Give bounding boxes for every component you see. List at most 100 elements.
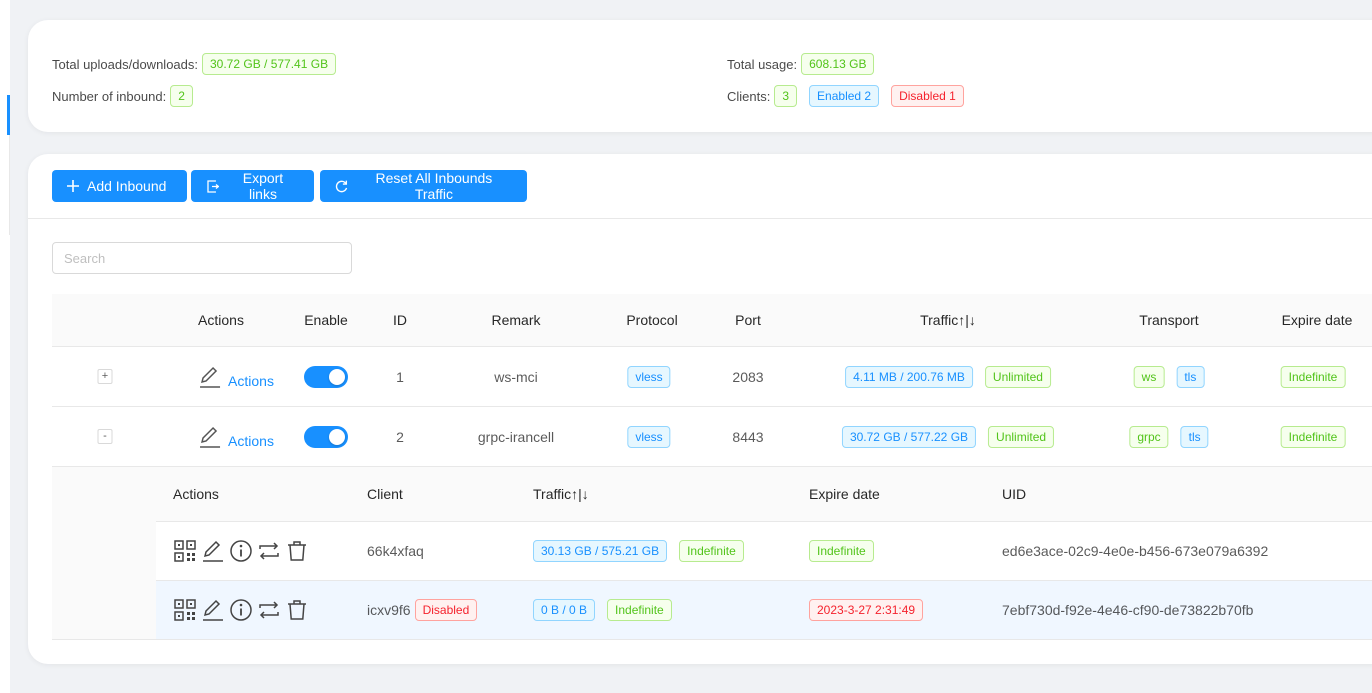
client-header-expire: Expire date	[809, 486, 880, 502]
usage-value-tag: 608.13 GB	[801, 53, 875, 75]
row-port: 8443	[732, 428, 764, 445]
transport-security-tag: tls	[1176, 365, 1205, 388]
client-traffic-expire-tag: Indefinite	[679, 540, 744, 562]
header-transport: Transport	[1139, 312, 1199, 328]
edit-icon	[200, 426, 221, 448]
info-icon[interactable]	[229, 539, 253, 563]
clients-count-tag: 3	[774, 85, 798, 107]
inbounds-card: Add Inbound Export links Reset All Inbou…	[28, 154, 1372, 664]
transport-network-tag: ws	[1133, 365, 1165, 388]
protocol-tag: vless	[627, 365, 671, 388]
stat-label: Number of inbound:	[52, 88, 167, 104]
reset-traffic-icon[interactable]	[257, 539, 281, 563]
traffic-tag: 30.72 GB / 577.22 GB	[841, 425, 977, 448]
row-port: 2083	[732, 368, 764, 385]
add-inbound-label: Add Inbound	[87, 178, 167, 194]
row-id: 1	[396, 368, 404, 385]
client-name: 66k4xfaq	[367, 543, 424, 559]
traffic-limit-tag: Unlimited	[988, 425, 1055, 448]
reset-traffic-icon[interactable]	[257, 598, 281, 622]
header-expire: Expire date	[1281, 312, 1353, 328]
stat-label: Total usage:	[727, 56, 798, 72]
edit-icon[interactable]	[201, 598, 225, 622]
edit-icon[interactable]	[201, 539, 225, 563]
expire-tag: Indefinite	[1280, 365, 1346, 388]
row-remark: ws-mci	[494, 368, 538, 385]
enable-toggle[interactable]	[304, 425, 348, 448]
client-expire-tag: 2023-3-27 2:31:49	[809, 599, 924, 621]
row-actions-menu[interactable]: Actions	[198, 425, 274, 449]
row-remark: grpc-irancell	[477, 428, 555, 445]
reset-traffic-button[interactable]: Reset All Inbounds Traffic	[320, 170, 527, 202]
stat-total-uploads: Total uploads/downloads: 30.72 GB / 577.…	[52, 53, 337, 75]
client-uid: ed6e3ace-02c9-4e0e-b456-673e079a6392	[1002, 543, 1269, 559]
search-input[interactable]	[52, 242, 352, 274]
transport-network-tag: grpc	[1129, 425, 1169, 448]
header-traffic: Traffic↑|↓	[920, 312, 976, 328]
delete-icon[interactable]	[285, 598, 309, 622]
expand-row-button[interactable]: +	[97, 369, 113, 384]
actions-label: Actions	[228, 432, 274, 449]
sidebar-active-indicator	[7, 95, 10, 135]
row-actions-menu[interactable]: Actions	[198, 365, 274, 389]
export-icon	[207, 179, 219, 193]
client-expire-tag: Indefinite	[809, 540, 874, 562]
row-id: 2	[396, 428, 404, 445]
header-protocol: Protocol	[626, 312, 678, 328]
client-header-uid: UID	[1002, 486, 1027, 502]
reload-icon	[335, 180, 348, 192]
expanded-clients-panel: Actions Client Traffic↑|↓ Expire date UI…	[52, 467, 1372, 640]
clients-table-header: Actions Client Traffic↑|↓ Expire date UI…	[156, 467, 1372, 522]
uploads-value-tag: 30.72 GB / 577.41 GB	[202, 53, 337, 75]
enable-toggle[interactable]	[304, 365, 348, 388]
actions-label: Actions	[228, 372, 274, 389]
header-remark: Remark	[491, 312, 541, 328]
table-row: + Actions 1 ws-mci vless 2083 4.11 MB / …	[52, 347, 1372, 407]
stat-clients: Clients: 3 Enabled 2 Disabled 1	[727, 85, 964, 107]
client-row: 66k4xfaq 30.13 GB / 575.21 GB Indefinite…	[156, 522, 1372, 581]
add-inbound-button[interactable]: Add Inbound	[52, 170, 187, 202]
traffic-tag: 4.11 MB / 200.76 MB	[845, 365, 973, 388]
plus-icon	[67, 180, 79, 192]
client-row: icxv9f6 Disabled 0 B / 0 B Indefinite 20…	[156, 581, 1372, 640]
client-traffic-tag: 0 B / 0 B	[533, 599, 596, 621]
client-header-client: Client	[367, 486, 403, 502]
client-header-actions: Actions	[173, 486, 219, 502]
header-enable: Enable	[304, 312, 348, 328]
qrcode-icon[interactable]	[173, 539, 197, 563]
clients-disabled-tag: Disabled 1	[891, 85, 964, 107]
qrcode-icon[interactable]	[173, 598, 197, 622]
inbound-count-tag: 2	[170, 85, 193, 107]
table-row: - Actions 2 grpc-irancell vless 8443 30.…	[52, 407, 1372, 467]
client-header-traffic: Traffic↑|↓	[533, 486, 589, 502]
reset-traffic-label: Reset All Inbounds Traffic	[375, 170, 493, 202]
client-disabled-tag: Disabled	[414, 599, 478, 621]
header-id: ID	[393, 312, 407, 328]
transport-security-tag: tls	[1180, 425, 1209, 448]
export-links-button[interactable]: Export links	[191, 170, 314, 202]
toolbar-divider	[28, 218, 1372, 219]
traffic-limit-tag: Unlimited	[984, 365, 1051, 388]
clients-enabled-tag: Enabled 2	[809, 85, 880, 107]
client-name: icxv9f6	[367, 602, 411, 618]
delete-icon[interactable]	[285, 539, 309, 563]
collapse-row-button[interactable]: -	[97, 429, 113, 444]
protocol-tag: vless	[627, 425, 671, 448]
stat-inbound-count: Number of inbound: 2	[52, 85, 193, 107]
client-traffic-tag: 30.13 GB / 575.21 GB	[533, 540, 668, 562]
header-actions: Actions	[198, 312, 244, 328]
client-uid: 7ebf730d-f92e-4e46-cf90-de73822b70fb	[1002, 602, 1254, 618]
export-links-label: Export links	[242, 170, 284, 202]
sidebar-strip	[0, 0, 10, 693]
stats-card: Total uploads/downloads: 30.72 GB / 577.…	[28, 20, 1372, 132]
stat-total-usage: Total usage: 608.13 GB	[727, 53, 875, 75]
edit-icon	[200, 366, 221, 388]
info-icon[interactable]	[229, 598, 253, 622]
stat-label: Clients:	[727, 88, 771, 104]
header-port: Port	[735, 312, 761, 328]
stat-label: Total uploads/downloads:	[52, 56, 198, 72]
client-name-cell: icxv9f6 Disabled	[367, 581, 478, 639]
expire-tag: Indefinite	[1280, 425, 1346, 448]
sidebar-edge	[9, 135, 10, 235]
table-header: Actions Enable ID Remark Protocol Port T…	[52, 294, 1372, 347]
